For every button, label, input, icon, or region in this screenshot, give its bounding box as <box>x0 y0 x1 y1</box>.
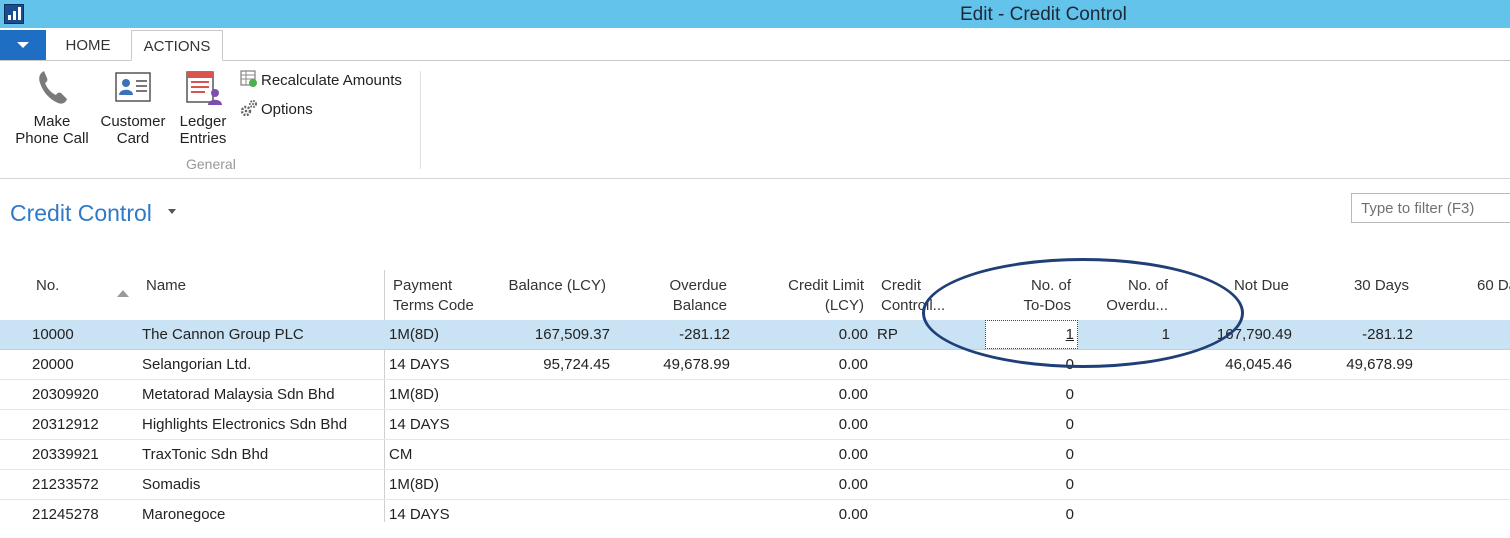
ledger-entries-label-2: Entries <box>179 130 227 147</box>
tab-home[interactable]: HOME <box>65 37 111 54</box>
options-button[interactable]: Options <box>240 99 313 119</box>
filter-input[interactable] <box>1351 193 1510 223</box>
cell-credit-limit[interactable]: 0.00 <box>838 356 868 373</box>
cell-payment-terms[interactable]: CM <box>389 446 413 463</box>
cell-not-due[interactable]: 46,045.46 <box>1225 356 1292 373</box>
cell-no[interactable]: 20000 <box>32 356 74 373</box>
cell-no[interactable]: 20309920 <box>32 386 99 403</box>
cell-overdue-balance[interactable]: 49,678.99 <box>663 356 730 373</box>
customer-card-button[interactable]: Customer Card <box>96 67 170 147</box>
recalculate-icon <box>240 70 258 88</box>
column-header-name[interactable]: Name <box>146 277 187 294</box>
column-header-credit-limit[interactable]: Credit Limit (LCY) <box>788 277 864 314</box>
table-row[interactable]: 10000 The Cannon Group PLC 1M(8D) 167,50… <box>0 320 1510 350</box>
cell-no[interactable]: 21245278 <box>32 506 99 522</box>
table-row[interactable]: 20312912 Highlights Electronics Sdn Bhd … <box>0 410 1510 440</box>
ledger-entries-label-1: Ledger <box>179 113 227 130</box>
chevron-down-icon[interactable] <box>168 209 176 214</box>
cell-no-of-todos[interactable]: 0 <box>1065 446 1074 463</box>
cell-credit-limit[interactable]: 0.00 <box>838 446 868 463</box>
cell-no-of-todos[interactable]: 0 <box>1065 476 1074 493</box>
options-label: Options <box>261 101 313 118</box>
cell-name[interactable]: The Cannon Group PLC <box>142 326 304 343</box>
column-header-no[interactable]: No. <box>36 277 60 294</box>
cell-name[interactable]: Metatorad Malaysia Sdn Bhd <box>142 386 335 403</box>
window-title: Edit - Credit Control <box>960 4 1127 25</box>
ribbon-group-divider <box>420 71 421 169</box>
cell-no[interactable]: 21233572 <box>32 476 99 493</box>
cell-name[interactable]: Maronegoce <box>142 506 226 522</box>
ledger-entries-button[interactable]: Ledger Entries <box>172 67 234 147</box>
app-logo-icon <box>4 4 24 24</box>
customer-card-icon <box>113 67 153 107</box>
cell-credit-limit[interactable]: 0.00 <box>838 476 868 493</box>
make-phone-call-label-2: Phone Call <box>15 130 89 147</box>
cell-credit-controller[interactable]: RP <box>877 326 898 343</box>
sort-ascending-icon <box>117 290 129 297</box>
cell-balance[interactable]: 167,509.37 <box>534 326 610 343</box>
tab-actions[interactable]: ACTIONS <box>131 30 223 61</box>
table-row[interactable]: 20000 Selangorian Ltd. 14 DAYS 95,724.45… <box>0 350 1510 380</box>
column-header-overdue-balance[interactable]: Overdue Balance <box>669 277 727 314</box>
cell-30-days[interactable]: 49,678.99 <box>1346 356 1413 373</box>
ribbon-actions: Make Phone Call Customer Card <box>0 61 1510 179</box>
cell-no[interactable]: 20339921 <box>32 446 99 463</box>
column-header-60-days[interactable]: 60 Da <box>1477 277 1510 294</box>
cell-payment-terms[interactable]: 14 DAYS <box>389 356 450 373</box>
cell-overdue-balance[interactable]: -281.12 <box>679 326 730 343</box>
cell-name[interactable]: TraxTonic Sdn Bhd <box>142 446 269 463</box>
ledger-entries-icon <box>183 67 223 107</box>
recalculate-amounts-button[interactable]: Recalculate Amounts <box>240 70 402 90</box>
cell-credit-limit[interactable]: 0.00 <box>838 416 868 433</box>
cell-name[interactable]: Highlights Electronics Sdn Bhd <box>142 416 348 433</box>
page-title[interactable]: Credit Control <box>10 200 152 226</box>
cell-no-of-overdue[interactable]: 1 <box>1161 326 1170 343</box>
table-row[interactable]: 20309920 Metatorad Malaysia Sdn Bhd 1M(8… <box>0 380 1510 410</box>
cell-no[interactable]: 20312912 <box>32 416 99 433</box>
cell-balance[interactable]: 95,724.45 <box>543 356 610 373</box>
cell-credit-limit[interactable]: 0.00 <box>838 506 868 522</box>
cell-name[interactable]: Selangorian Ltd. <box>142 356 252 373</box>
gears-icon <box>240 99 258 117</box>
table-row[interactable]: 20339921 TraxTonic Sdn Bhd CM 0.00 0 <box>0 440 1510 470</box>
column-header-no-of-todos[interactable]: No. of To-Dos <box>1023 277 1071 314</box>
customer-card-label-2: Card <box>116 130 150 147</box>
cell-payment-terms[interactable]: 14 DAYS <box>389 506 450 522</box>
column-header-balance[interactable]: Balance (LCY) <box>508 277 606 294</box>
application-menu-button[interactable] <box>0 30 46 60</box>
cell-no[interactable]: 10000 <box>32 326 74 343</box>
cell-no-of-todos[interactable]: 0 <box>1065 356 1074 373</box>
title-bar: Edit - Credit Control <box>0 0 1510 28</box>
ribbon-group-label-general: General <box>186 156 236 172</box>
column-header-credit-controller[interactable]: Credit Controll... <box>881 277 946 314</box>
table-row[interactable]: 21245278 Maronegoce 14 DAYS 0.00 0 <box>0 500 1510 522</box>
recalculate-amounts-label: Recalculate Amounts <box>261 72 402 89</box>
frozen-column-divider <box>384 270 385 522</box>
cell-payment-terms[interactable]: 1M(8D) <box>389 326 440 343</box>
cell-no-of-todos[interactable]: 0 <box>1065 416 1074 433</box>
focused-cell[interactable] <box>985 320 1078 349</box>
ribbon-tab-row: HOME ACTIONS <box>0 28 1510 61</box>
cell-payment-terms[interactable]: 1M(8D) <box>389 476 440 493</box>
cell-name[interactable]: Somadis <box>142 476 201 493</box>
cell-payment-terms[interactable]: 14 DAYS <box>389 416 450 433</box>
table-row[interactable]: 21233572 Somadis 1M(8D) 0.00 0 <box>0 470 1510 500</box>
cell-no-of-todos[interactable]: 0 <box>1065 506 1074 522</box>
cell-credit-limit[interactable]: 0.00 <box>838 386 868 403</box>
phone-icon <box>32 67 72 107</box>
column-header-not-due[interactable]: Not Due <box>1233 277 1289 294</box>
cell-credit-limit[interactable]: 0.00 <box>838 326 868 343</box>
make-phone-call-button[interactable]: Make Phone Call <box>10 67 94 147</box>
cell-no-of-todos[interactable]: 0 <box>1065 386 1074 403</box>
customer-card-label-1: Customer <box>100 113 166 130</box>
cell-no-of-todos-link[interactable]: 1 <box>1065 326 1074 343</box>
column-header-payment-terms[interactable]: Payment Terms Code <box>393 277 474 314</box>
column-header-30-days[interactable]: 30 Days <box>1353 277 1409 294</box>
cell-not-due[interactable]: 167,790.49 <box>1216 326 1292 343</box>
make-phone-call-label-1: Make <box>33 113 71 130</box>
column-header-no-of-overdue[interactable]: No. of Overdu... <box>1106 277 1168 314</box>
cell-payment-terms[interactable]: 1M(8D) <box>389 386 440 403</box>
cell-30-days[interactable]: -281.12 <box>1362 326 1413 343</box>
